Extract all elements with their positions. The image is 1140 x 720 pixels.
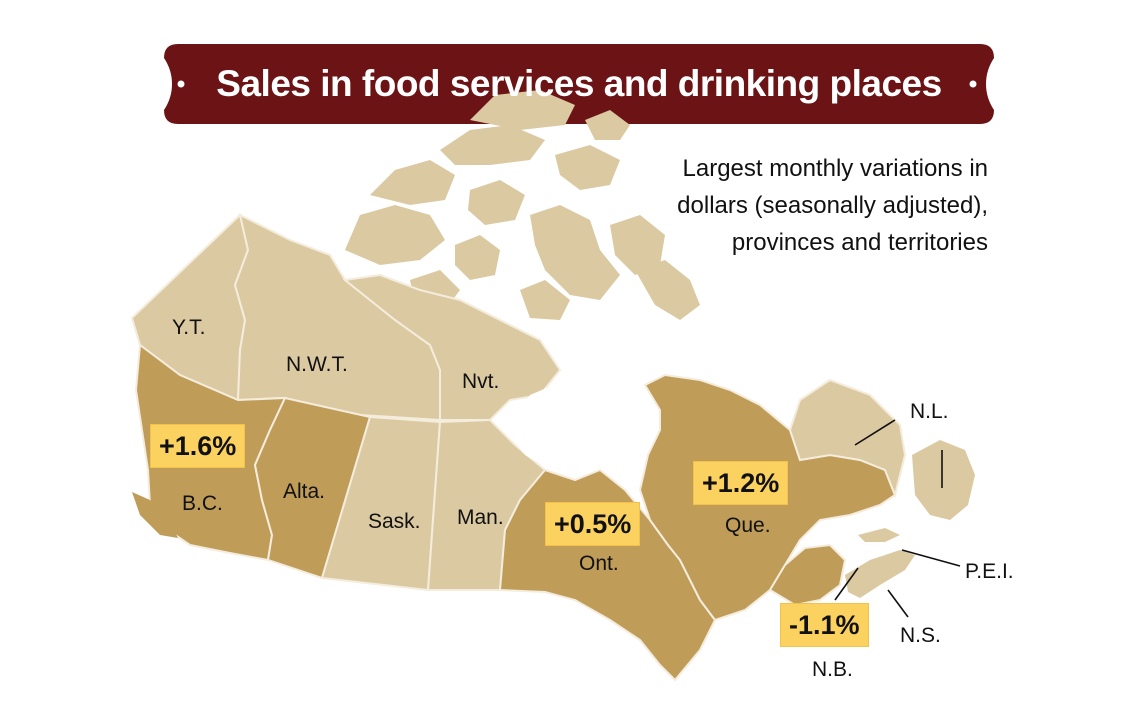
label-yt: Y.T.	[172, 316, 206, 339]
label-bc: B.C.	[182, 492, 223, 515]
label-man: Man.	[457, 506, 504, 529]
label-nl: N.L.	[910, 400, 949, 423]
title-banner-shape	[164, 44, 994, 124]
badge-ont-change: +0.5%	[545, 502, 641, 546]
vancouver-island	[132, 492, 178, 538]
arctic-islands	[345, 90, 700, 320]
region-nvt	[342, 273, 562, 421]
badge-que-change: +1.2%	[693, 461, 789, 505]
subtitle: Largest monthly variations in dollars (s…	[677, 155, 988, 256]
banner-dot-left	[177, 80, 185, 88]
label-sask: Sask.	[368, 510, 421, 533]
label-alta: Alta.	[283, 480, 326, 503]
label-ns: N.S.	[900, 624, 941, 647]
label-pei: P.E.I.	[965, 560, 1014, 583]
label-ont: Ont.	[579, 552, 619, 575]
region-nl-labrador	[788, 378, 907, 499]
leader-lines	[834, 419, 961, 618]
badge-nb-change: -1.1%	[780, 603, 869, 647]
label-nvt: Nvt.	[462, 370, 500, 393]
label-nb: N.B.	[812, 658, 853, 681]
hudson-bay	[505, 372, 660, 480]
banner-dot-right	[969, 80, 977, 88]
label-nwt: N.W.T.	[286, 353, 348, 376]
region-ns	[845, 550, 915, 598]
label-que: Que.	[725, 514, 771, 537]
region-pei	[858, 528, 900, 542]
region-nl-island	[912, 440, 975, 520]
page-title: Sales in food services and drinking plac…	[216, 63, 942, 104]
badge-bc-change: +1.6%	[150, 424, 246, 468]
